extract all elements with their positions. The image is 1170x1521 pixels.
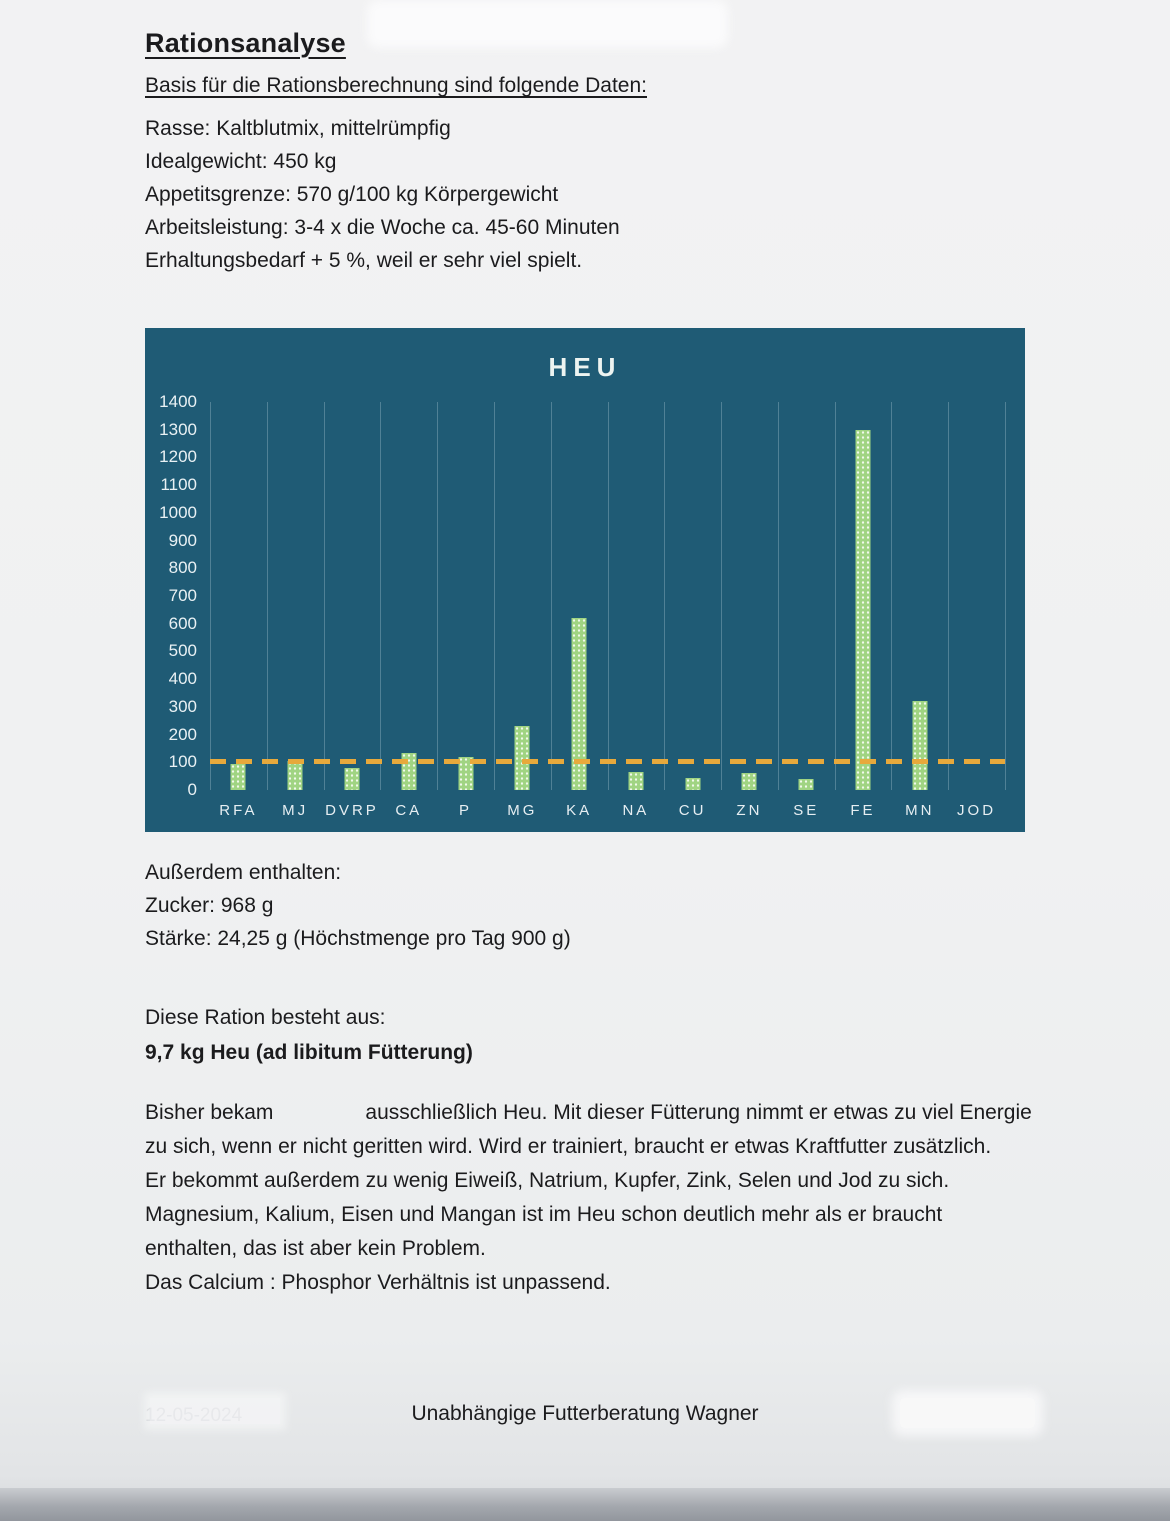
- x-axis-label: CU: [678, 802, 707, 819]
- bar-fe: [855, 429, 871, 790]
- body-paragraph-1: Bisher bekam ausschließlich Heu. Mit dies…: [145, 1096, 1035, 1164]
- chart-x-axis: RFA MJ DVRP CA P MG KA NA CU ZN SE FE MN JOD: [210, 802, 1005, 819]
- additional-heading: Außerdem enthalten:: [145, 861, 342, 884]
- bar-dvrp: [344, 767, 360, 790]
- y-axis-label: 1300: [159, 419, 197, 439]
- bar-mg: [514, 726, 530, 790]
- bar-rfa: [230, 763, 246, 790]
- x-axis-label: KA: [566, 802, 593, 819]
- y-axis-label: 200: [168, 724, 197, 744]
- intro-heading: Basis für die Rationsberechnung sind fol…: [145, 74, 647, 97]
- additional-block: Außerdem enthalten: Zucker: 968 g Stärke…: [145, 856, 571, 955]
- chart-title: HEU: [548, 352, 622, 382]
- y-axis-label: 1000: [159, 502, 197, 522]
- x-axis-label: P: [459, 802, 473, 819]
- heu-bar-chart: HEU 0 100 200 300 400 500 600 700 800 900 1000 1100…: [145, 328, 1025, 832]
- redaction-overlay-title: [375, 8, 720, 40]
- ration-detail: 9,7 kg Heu (ad libitum Fütterung): [145, 1041, 473, 1064]
- bar-zn: [741, 773, 757, 790]
- footer-date-whiteout: [150, 1398, 280, 1424]
- facts-list: Rasse: Kaltblutmix, mittelrümpfig Idealg…: [145, 112, 620, 277]
- ration-heading: Diese Ration besteht aus:: [145, 1006, 386, 1029]
- reference-line: [210, 759, 1005, 765]
- x-axis-label: FE: [850, 802, 876, 819]
- body-paragraph-2: Er bekommt außerdem zu wenig Eiweiß, Nat…: [145, 1169, 950, 1260]
- gridline: [437, 402, 439, 790]
- x-axis-label: JOD: [957, 802, 997, 819]
- gridline: [948, 402, 950, 790]
- gridline: [834, 402, 836, 790]
- y-axis-label: 0: [187, 780, 197, 799]
- fact-line: Erhaltungsbedarf + 5 %, weil er sehr vie…: [145, 249, 583, 272]
- gridline: [380, 402, 382, 790]
- bar-cu: [685, 777, 701, 790]
- x-axis-label: CA: [395, 802, 423, 819]
- fact-line: Rasse: Kaltblutmix, mittelrümpfig: [145, 117, 451, 140]
- p1-text-after-redaction: ausschließlich Heu. Mit dieser Fütterung…: [145, 1101, 1032, 1158]
- bar-ca: [401, 752, 417, 790]
- x-axis-label: DVRP: [325, 802, 379, 819]
- body-paragraph-3: Das Calcium : Phosphor Verhältnis ist un…: [145, 1271, 611, 1294]
- gridline: [777, 402, 779, 790]
- redaction-overlay-footer-right: [900, 1398, 1035, 1428]
- p1-text-before-redaction: Bisher bekam: [145, 1101, 274, 1124]
- gridline: [323, 402, 325, 790]
- bar-ka: [571, 618, 587, 790]
- chart-plot-area: [210, 402, 1006, 790]
- footer-text: Unabhängige Futterberatung Wagner: [411, 1402, 759, 1425]
- y-axis-label: 1100: [160, 475, 197, 495]
- bar-mj: [287, 760, 303, 790]
- bar-mn: [912, 701, 928, 790]
- fact-line: Idealgewicht: 450 kg: [145, 150, 337, 173]
- gridline: [607, 402, 609, 790]
- y-axis-label: 700: [168, 586, 197, 605]
- bar-se: [798, 778, 814, 790]
- gridline: [1005, 402, 1006, 790]
- gridline: [493, 402, 495, 790]
- fact-line: Appetitsgrenze: 570 g/100 kg Körpergewic…: [145, 183, 559, 206]
- x-axis-label: SE: [793, 802, 820, 819]
- bar-na: [628, 772, 644, 790]
- gridline: [891, 402, 893, 790]
- y-axis-label: 100: [168, 752, 197, 772]
- fact-line: Arbeitsleistung: 3-4 x die Woche ca. 45-…: [145, 216, 620, 239]
- y-axis-label: 400: [168, 669, 197, 689]
- x-axis-label: RFA: [219, 802, 258, 819]
- y-axis-label: 300: [168, 696, 197, 716]
- page-title: Rationsanalyse: [145, 28, 346, 59]
- gridline: [550, 402, 552, 790]
- x-axis-label: MN: [905, 802, 935, 819]
- y-axis-label: 1400: [159, 392, 197, 411]
- gridline: [266, 402, 268, 790]
- additional-line: Zucker: 968 g: [145, 894, 274, 917]
- page-bottom-edge: [0, 1488, 1170, 1521]
- y-axis-label: 900: [168, 530, 197, 550]
- gridline: [210, 402, 211, 790]
- y-axis-label: 600: [168, 613, 197, 633]
- additional-line: Stärke: 24,25 g (Höchstmenge pro Tag 900…: [145, 927, 571, 950]
- gridline: [664, 402, 666, 790]
- y-axis-label: 800: [168, 558, 197, 578]
- x-axis-label: MJ: [282, 802, 309, 819]
- ration-block: Diese Ration besteht aus: 9,7 kg Heu (ad…: [145, 1000, 473, 1070]
- y-axis-label: 1200: [159, 447, 197, 467]
- bar-p: [458, 756, 474, 790]
- body-text: Bisher bekam ausschließlich Heu. Mit dies…: [145, 1096, 1035, 1300]
- y-axis-label: 500: [168, 641, 197, 661]
- gridline: [721, 402, 723, 790]
- x-axis-label: NA: [622, 802, 650, 819]
- x-axis-label: ZN: [736, 802, 763, 819]
- chart-y-axis: 0 100 200 300 400 500 600 700 800 900 1000 1100 1200…: [145, 328, 197, 832]
- x-axis-label: MG: [507, 802, 538, 819]
